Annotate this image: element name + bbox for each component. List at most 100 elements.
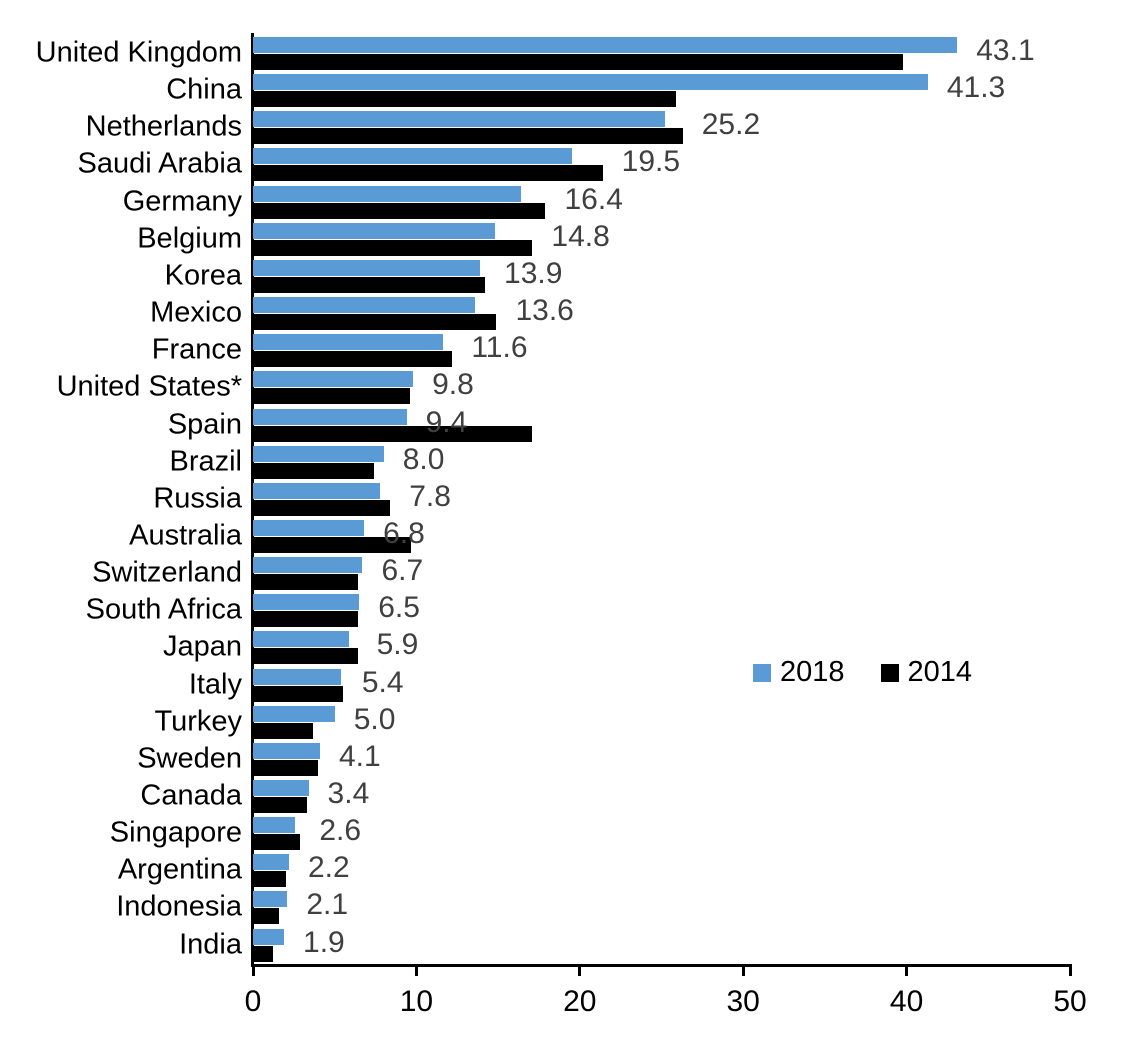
bar-2018: [253, 259, 481, 276]
bar-2018: [253, 519, 365, 536]
bar-2018: [253, 594, 360, 611]
bar-2014: [253, 797, 307, 813]
legend-label-2014: 2014: [907, 656, 973, 688]
bar-2014: [253, 165, 603, 182]
bar-2014: [253, 388, 410, 405]
x-tick-mark: [578, 965, 582, 976]
value-label: 9.8: [432, 368, 474, 402]
x-tick-label: 40: [889, 985, 924, 1018]
bar-2014: [253, 202, 546, 219]
bar-2014: [253, 908, 280, 925]
legend-swatch-2014-icon: [880, 663, 899, 682]
bar-2018: [253, 408, 407, 425]
bar-2014: [253, 611, 358, 628]
bar-2014: [253, 536, 412, 553]
legend-swatch-2018-icon: [753, 663, 771, 682]
x-tick-label: 10: [399, 985, 434, 1018]
bar-2014: [253, 945, 273, 962]
bar-2018: [253, 780, 309, 796]
bar-2014: [253, 722, 314, 739]
value-label: 1.9: [303, 925, 345, 959]
category-label: Netherlands: [85, 110, 242, 143]
category-label: Saudi Arabia: [77, 147, 242, 180]
category-label: Singapore: [109, 816, 242, 849]
category-label: Spain: [167, 408, 242, 440]
bar-2014: [253, 834, 301, 851]
bar-2018: [253, 148, 572, 165]
y-axis-line: [251, 33, 254, 967]
bar-2018: [253, 742, 320, 759]
x-tick-label: 20: [563, 985, 597, 1018]
category-label: Brazil: [169, 445, 242, 478]
bar-2014: [253, 499, 391, 516]
bar-2014: [253, 351, 453, 368]
category-label: Germany: [122, 185, 242, 218]
category-label: Argentina: [117, 853, 242, 886]
value-label: 13.9: [504, 256, 563, 290]
value-label: 41.3: [946, 71, 1006, 105]
value-label: 13.6: [515, 294, 574, 328]
value-label: 11.6: [471, 331, 528, 365]
bar-2018: [253, 334, 443, 351]
category-label: Sweden: [137, 742, 242, 775]
bar-2014: [253, 91, 677, 108]
value-label: 2.2: [307, 851, 350, 885]
bar-2018: [253, 222, 495, 239]
bar-2018: [253, 185, 521, 202]
category-label: France: [151, 333, 242, 366]
category-label: Australia: [129, 519, 242, 552]
x-tick-mark: [741, 965, 745, 976]
value-label: 25.2: [701, 108, 761, 142]
category-label: India: [179, 928, 242, 961]
bar-2014: [253, 54, 904, 70]
x-tick-label: 0: [244, 985, 262, 1018]
category-label: Indonesia: [116, 890, 242, 923]
legend-item-2018: 2018: [753, 656, 845, 689]
category-label: United States*: [56, 370, 242, 403]
value-label: 16.4: [564, 182, 623, 216]
value-label: 9.4: [425, 405, 468, 439]
bar-2018: [253, 891, 288, 908]
bar-2014: [253, 759, 319, 776]
value-label: 7.8: [409, 479, 451, 513]
x-tick-mark: [251, 965, 255, 976]
bar-2018: [253, 297, 476, 314]
value-label: 4.1: [338, 739, 381, 773]
value-label: 43.1: [976, 34, 1035, 67]
x-tick-mark: [1068, 965, 1072, 976]
category-label: Mexico: [150, 296, 242, 329]
bar-2014: [253, 871, 286, 888]
value-label: 2.1: [306, 888, 349, 922]
value-label: 5.9: [376, 628, 419, 662]
bar-2014: [253, 425, 533, 442]
value-label: 6.7: [381, 554, 424, 588]
x-tick-mark: [414, 965, 418, 976]
value-label: 19.5: [621, 145, 681, 179]
bar-2014: [253, 314, 497, 331]
legend-item-2014: 2014: [880, 656, 973, 689]
value-label: 6.5: [378, 591, 420, 625]
category-label: Korea: [164, 259, 242, 292]
category-label: Italy: [188, 668, 242, 701]
x-tick-mark: [905, 965, 909, 976]
value-label: 8.0: [402, 442, 445, 476]
bar-2014: [253, 685, 343, 702]
bar-2018: [253, 631, 350, 648]
bar-2018: [253, 854, 289, 871]
bar-2018: [253, 74, 928, 91]
x-axis-line: [251, 964, 1072, 967]
bar-2014: [253, 462, 374, 479]
bar-2018: [253, 817, 296, 834]
bar-2018: [253, 37, 958, 53]
category-label: Switzerland: [92, 556, 242, 589]
bar-2018: [253, 445, 384, 462]
category-label: China: [166, 73, 242, 106]
bar-2014: [253, 276, 486, 293]
category-label: United Kingdom: [35, 36, 242, 69]
category-label: Canada: [140, 779, 242, 812]
value-label: 14.8: [551, 219, 610, 253]
bar-2014: [253, 648, 358, 665]
bar-2018: [253, 371, 414, 388]
